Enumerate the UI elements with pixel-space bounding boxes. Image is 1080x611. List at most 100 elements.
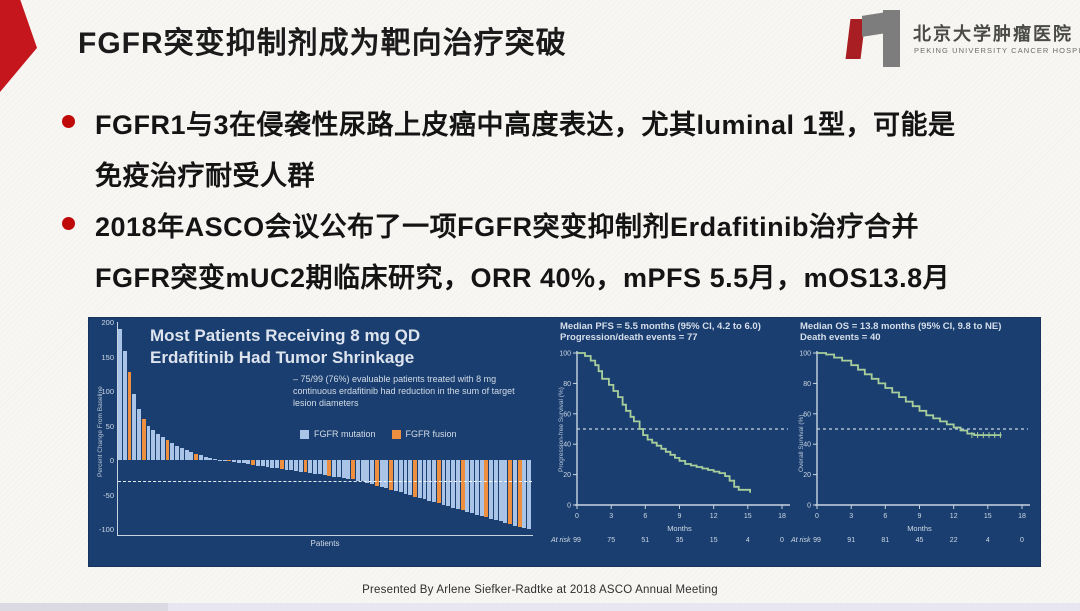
waterfall-annotation: – 75/99 (76%) evaluable patients treated… xyxy=(293,374,515,409)
pfs-km-plot: 0 20 40 60 80 100 0 3 6 9 12 15 18 Months At risk 99 75 5… xyxy=(550,343,795,552)
bullet-text: 2018年ASCO会议公布了一项FGFR突变抑制剂Erdafitinib治疗合并… xyxy=(95,212,951,293)
svg-text:80: 80 xyxy=(803,381,811,388)
waterfall-y-tick: 150 xyxy=(101,352,114,362)
svg-text:18: 18 xyxy=(778,513,786,520)
waterfall-bar xyxy=(341,460,346,478)
waterfall-bar xyxy=(351,460,356,480)
waterfall-bar xyxy=(208,457,213,460)
waterfall-bar xyxy=(370,460,375,485)
waterfall-bar xyxy=(374,460,379,486)
waterfall-x-axis-label: Patients xyxy=(310,539,340,548)
waterfall-bar xyxy=(441,460,446,505)
at-risk-count: 15 xyxy=(710,537,718,544)
waterfall-bar xyxy=(289,460,294,471)
waterfall-bar xyxy=(336,460,341,478)
waterfall-bar xyxy=(322,460,327,476)
waterfall-bar xyxy=(460,460,465,511)
waterfall-y-tick: 100 xyxy=(101,387,114,396)
waterfall-bar xyxy=(398,460,403,493)
at-risk-count: 81 xyxy=(881,537,889,544)
waterfall-bar xyxy=(303,460,308,473)
svg-text:20: 20 xyxy=(563,472,571,479)
svg-text:9: 9 xyxy=(918,513,922,520)
waterfall-bar xyxy=(360,460,365,482)
waterfall-bar xyxy=(427,460,432,501)
os-median-text: Median OS = 13.8 months (95% CI, 9.8 to … xyxy=(800,321,1002,332)
waterfall-bar xyxy=(284,460,289,470)
waterfall-bar xyxy=(260,460,265,467)
at-risk-count: 99 xyxy=(573,537,581,544)
km-x-axis-label: Months xyxy=(667,524,692,533)
legend-swatch xyxy=(300,429,309,439)
waterfall-plot-area xyxy=(118,322,532,529)
waterfall-bar xyxy=(455,460,460,509)
waterfall-bar xyxy=(317,460,322,475)
waterfall-bar xyxy=(503,460,508,523)
at-risk-count: 35 xyxy=(676,537,684,544)
svg-text:60: 60 xyxy=(563,411,571,418)
at-risk-count: 75 xyxy=(607,537,615,544)
svg-text:3: 3 xyxy=(849,513,853,520)
waterfall-bar xyxy=(298,460,303,472)
waterfall-bar xyxy=(265,460,270,467)
os-km-plot: 0 20 40 60 80 100 0 3 6 9 12 15 18 Months At risk 99 91 8… xyxy=(790,343,1035,552)
svg-text:0: 0 xyxy=(567,503,571,510)
waterfall-bar xyxy=(465,460,470,512)
waterfall-bar xyxy=(413,460,417,497)
waterfall-bar xyxy=(436,460,441,504)
waterfall-bar xyxy=(160,437,165,460)
waterfall-bar xyxy=(236,460,241,463)
embedded-figure-panel: Percent Change From Baseline Most Patien… xyxy=(88,317,1041,567)
km-step-curve xyxy=(817,352,1002,436)
waterfall-bar xyxy=(137,408,141,460)
svg-text:20: 20 xyxy=(803,472,811,479)
waterfall-bar xyxy=(189,451,194,460)
waterfall-bar xyxy=(417,460,422,498)
at-risk-count: 51 xyxy=(641,537,649,544)
waterfall-bar xyxy=(313,460,317,474)
bullet-dot xyxy=(62,115,75,128)
at-risk-count: 0 xyxy=(780,537,784,544)
hospital-name-cn: 北京大学肿瘤医院 xyxy=(913,24,1073,44)
waterfall-bar xyxy=(479,460,484,516)
os-events-text: Death events = 40 xyxy=(800,332,881,343)
waterfall-chart: Percent Change From Baseline Most Patien… xyxy=(88,317,546,567)
waterfall-bar xyxy=(127,371,132,460)
waterfall-bar xyxy=(175,445,179,460)
pfs-events-text: Progression/death events = 77 xyxy=(560,332,698,343)
waterfall-bar xyxy=(451,460,455,508)
pfs-median-text: Median PFS = 5.5 months (95% CI, 4.2 to … xyxy=(560,321,761,332)
svg-text:15: 15 xyxy=(744,513,752,520)
km-step-curve xyxy=(577,352,751,493)
waterfall-bar xyxy=(146,425,151,460)
waterfall-bar xyxy=(332,460,337,477)
waterfall-bar xyxy=(474,460,479,515)
waterfall-y-tick: 200 xyxy=(101,318,114,327)
bottom-strip xyxy=(0,603,1080,611)
source-caption: Presented By Arlene Siefker-Radtke at 20… xyxy=(362,584,718,596)
waterfall-bar xyxy=(512,460,517,526)
bullet-item-1: FGFR1与3在侵袭性尿路上皮癌中高度表达，尤其luminal 1型，可能是 免… xyxy=(62,100,1042,202)
waterfall-bar xyxy=(365,460,370,483)
waterfall-bar xyxy=(508,460,513,525)
at-risk-count: 91 xyxy=(847,537,855,544)
svg-text:6: 6 xyxy=(643,513,647,520)
svg-text:0: 0 xyxy=(815,513,819,520)
legend-item: FGFR fusion xyxy=(391,429,457,439)
waterfall-bar xyxy=(270,460,275,468)
waterfall-bar xyxy=(217,459,222,460)
waterfall-bar xyxy=(294,460,298,472)
svg-text:12: 12 xyxy=(950,513,958,520)
pfs-km-chart: Median PFS = 5.5 months (95% CI, 4.2 to … xyxy=(550,317,795,567)
waterfall-bar xyxy=(198,455,203,460)
waterfall-bar xyxy=(156,433,160,460)
hospital-name-en: PEKING UNIVERSITY CANCER HOSPITAL xyxy=(914,46,1080,55)
svg-text:15: 15 xyxy=(984,513,992,520)
hospital-logo: 北京大学肿瘤医院 PEKING UNIVERSITY CANCER HOSPIT… xyxy=(845,8,1080,78)
waterfall-bar xyxy=(327,460,332,476)
waterfall-bar xyxy=(222,460,227,461)
waterfall-bar xyxy=(384,460,389,489)
waterfall-bar xyxy=(232,460,237,463)
